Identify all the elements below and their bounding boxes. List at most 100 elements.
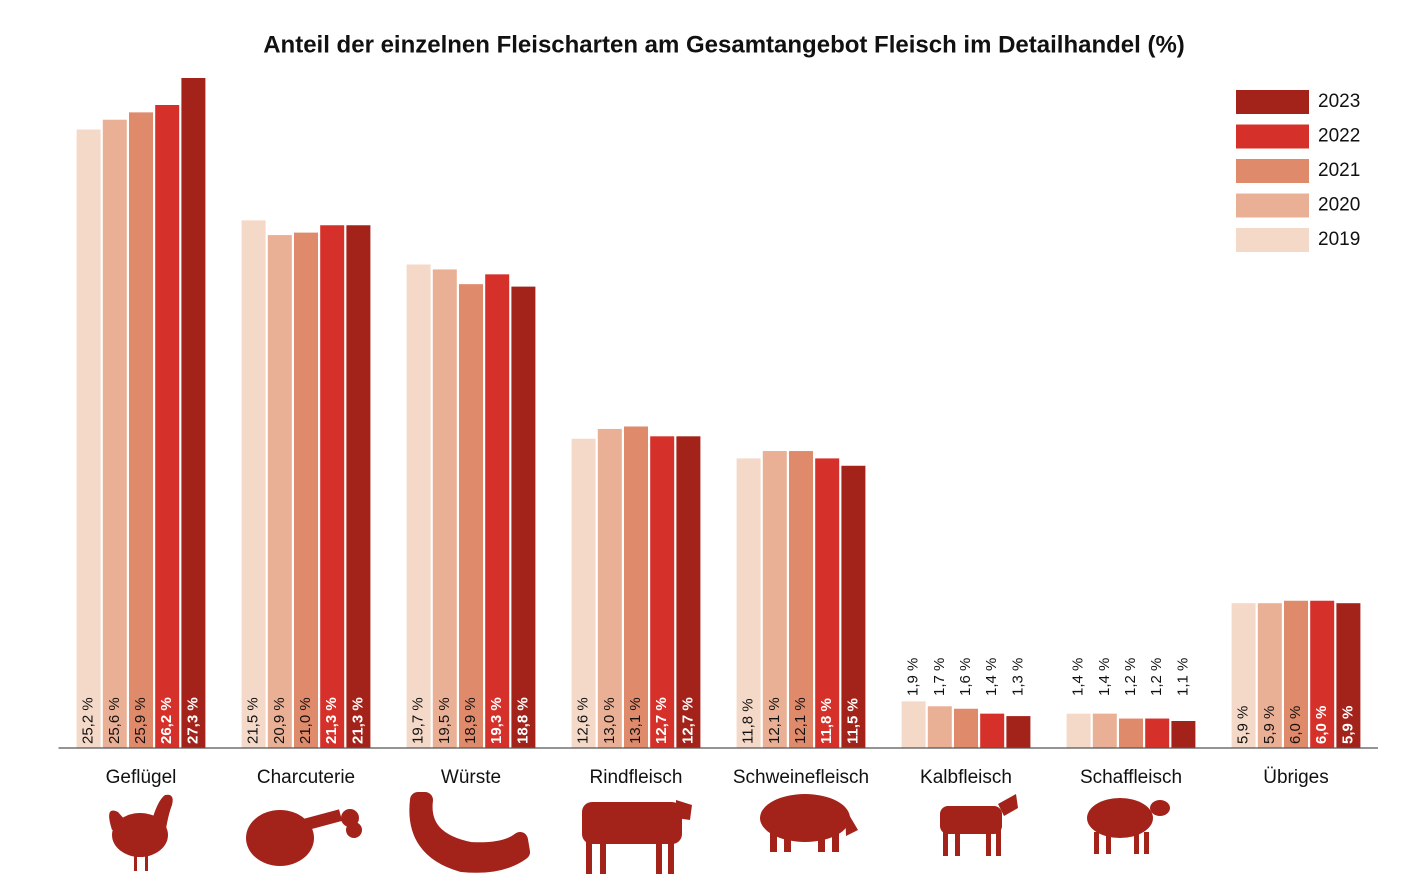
value-label: 5,9 %	[1339, 706, 1356, 744]
legend-swatch	[1236, 193, 1309, 218]
icon-hen	[109, 794, 173, 871]
legend-swatch	[1236, 124, 1309, 149]
bar	[485, 274, 510, 748]
bar	[901, 701, 926, 748]
bar	[815, 458, 840, 748]
bar	[155, 104, 180, 748]
bar	[841, 465, 866, 748]
value-label: 21,3 %	[323, 697, 340, 744]
value-label: 25,9 %	[132, 697, 149, 744]
value-label: 11,8 %	[818, 698, 835, 744]
value-label: 18,8 %	[514, 697, 531, 744]
bar	[267, 235, 292, 749]
bar	[1336, 603, 1361, 748]
bar	[76, 129, 101, 749]
value-label: 1,2 %	[1122, 658, 1139, 696]
legend-label: 2020	[1318, 195, 1360, 216]
bar	[241, 220, 266, 748]
bar	[346, 225, 371, 748]
icons	[109, 792, 1170, 874]
value-label: 1,4 %	[983, 658, 1000, 696]
bar	[1145, 718, 1170, 748]
bar	[1092, 713, 1117, 748]
legend-label: 2019	[1318, 229, 1360, 250]
value-label: 19,3 %	[488, 697, 505, 744]
icon-pig	[760, 794, 858, 852]
bar	[1284, 600, 1308, 748]
legend-swatch	[1236, 90, 1309, 114]
icon-sausage	[409, 792, 530, 873]
legend-swatch	[1236, 228, 1309, 252]
value-label: 1,2 %	[1148, 658, 1165, 696]
value-label: 21,5 %	[245, 697, 262, 744]
value-label: 11,5 %	[844, 698, 861, 744]
value-label: 1,9 %	[905, 658, 922, 696]
value-label: 26,2 %	[158, 697, 175, 744]
legend-label: 2023	[1318, 91, 1360, 112]
value-label: 12,7 %	[653, 697, 670, 744]
bar	[1257, 603, 1282, 748]
bar	[181, 78, 206, 748]
bar	[571, 438, 596, 748]
value-label: 1,3 %	[1009, 658, 1026, 696]
value-label: 21,3 %	[349, 697, 366, 744]
value-label: 25,6 %	[106, 697, 123, 744]
bar	[980, 713, 1005, 748]
legend-swatch	[1236, 159, 1309, 183]
bar	[320, 225, 345, 748]
value-label: 25,2 %	[80, 697, 97, 744]
x-tick-label: Rindfleisch	[590, 767, 683, 788]
value-label: 18,9 %	[462, 697, 479, 744]
value-label: 1,7 %	[931, 658, 948, 696]
bar	[294, 232, 318, 749]
bar	[1066, 713, 1091, 748]
chart-title: Anteil der einzelnen Fleischarten am Ges…	[263, 31, 1185, 58]
bar	[762, 451, 787, 748]
icon-calf	[940, 794, 1018, 856]
bar	[1310, 600, 1335, 748]
value-label: 21,0 %	[297, 697, 314, 744]
value-label: 12,1 %	[766, 697, 783, 744]
x-tick-label: Geflügel	[106, 767, 177, 788]
bar	[432, 269, 457, 748]
bar	[1171, 721, 1196, 748]
legend-label: 2022	[1318, 126, 1360, 147]
value-label: 1,6 %	[957, 658, 974, 696]
value-label: 1,4 %	[1096, 658, 1113, 696]
value-label: 13,0 %	[601, 697, 618, 744]
bar	[406, 264, 431, 748]
value-label: 11,8 %	[740, 698, 757, 744]
value-label: 19,7 %	[410, 697, 427, 744]
bar	[1119, 718, 1143, 748]
x-tick-label: Kalbfleisch	[920, 767, 1012, 788]
value-label: 1,1 %	[1174, 658, 1191, 696]
icon-sheep	[1087, 798, 1170, 854]
value-label: 5,9 %	[1235, 706, 1252, 744]
value-label: 5,9 %	[1261, 706, 1278, 744]
x-tick-label: Schaffleisch	[1080, 767, 1182, 788]
bar	[511, 286, 536, 748]
value-label: 6,0 %	[1313, 706, 1330, 744]
value-label: 1,4 %	[1070, 658, 1087, 696]
bar	[789, 451, 813, 748]
value-label: 27,3 %	[184, 697, 201, 744]
icon-ham	[246, 809, 362, 866]
icon-cow	[582, 800, 692, 874]
value-label: 12,1 %	[792, 697, 809, 744]
legend-label: 2021	[1318, 160, 1360, 181]
bar	[597, 428, 622, 748]
x-tick-label: Würste	[441, 767, 501, 788]
bar	[1006, 716, 1031, 748]
bar	[676, 436, 701, 748]
bar	[736, 458, 761, 748]
value-label: 19,5 %	[436, 697, 453, 744]
value-label: 6,0 %	[1287, 706, 1304, 744]
bar	[1231, 603, 1256, 748]
value-label: 13,1 %	[627, 697, 644, 744]
value-label: 12,7 %	[679, 697, 696, 744]
bar	[650, 436, 675, 748]
bar	[927, 706, 952, 748]
bar	[624, 426, 648, 748]
bar	[129, 112, 153, 749]
